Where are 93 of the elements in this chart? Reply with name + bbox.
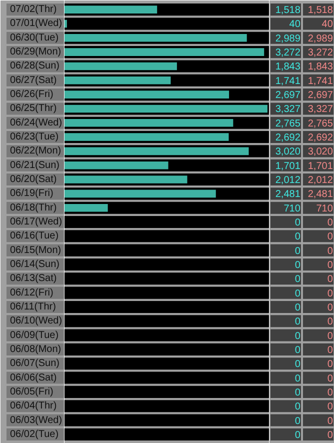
data-label: 0 bbox=[294, 402, 301, 413]
data-label: 2,012 bbox=[275, 175, 301, 186]
text: 40 bbox=[322, 19, 333, 30]
y-tick-label: 06/11(Thr) bbox=[10, 301, 56, 312]
data-label: 0 bbox=[294, 288, 301, 300]
data-label: 1,518 bbox=[275, 5, 301, 16]
y-tick-label: 06/04(Thr) bbox=[10, 400, 57, 412]
y-tick-label: 06/09(Tue) bbox=[10, 330, 59, 341]
y-tick-label: 06/16(Tue) bbox=[10, 230, 59, 242]
data-label: 0 bbox=[294, 274, 301, 286]
text: 0 bbox=[327, 232, 333, 243]
data-label: 0 bbox=[294, 387, 301, 398]
data-label: 0 bbox=[294, 302, 301, 314]
text: 0 bbox=[327, 344, 333, 356]
data-label: 3,327 bbox=[275, 104, 301, 116]
text: 0 bbox=[327, 359, 333, 370]
text: 0 bbox=[327, 387, 333, 398]
text: 0 bbox=[327, 316, 333, 328]
y-tick-label: 06/21(Sun) bbox=[10, 160, 60, 171]
text: 1,701 bbox=[308, 160, 333, 172]
y-tick-label: 06/24(Wed) bbox=[10, 117, 62, 128]
y-tick-label: 06/17(Wed) bbox=[10, 216, 62, 228]
data-label: 0 bbox=[294, 232, 301, 243]
y-tick-label: 06/07(Sun) bbox=[10, 358, 60, 370]
data-label: 0 bbox=[294, 218, 301, 228]
data-label: 1,843 bbox=[275, 62, 301, 73]
y-tick-label: 06/19(Fri) bbox=[10, 188, 54, 200]
text: 2,697 bbox=[308, 90, 333, 102]
y-tick-label: 06/10(Wed) bbox=[10, 316, 62, 327]
data-label: 2,697 bbox=[275, 90, 301, 102]
text: 2,692 bbox=[308, 132, 333, 144]
y-tick-label: 06/03(Wed) bbox=[10, 414, 62, 426]
y-tick-label: 07/02(Thr) bbox=[10, 4, 57, 16]
text: 1,843 bbox=[308, 62, 333, 73]
text: 0 bbox=[327, 373, 333, 384]
data-label: 0 bbox=[294, 330, 301, 342]
data-label: 1,741 bbox=[275, 76, 301, 87]
text: 0 bbox=[327, 302, 333, 314]
data-label: 2,765 bbox=[275, 118, 301, 130]
y-tick-label: 06/28(Sun) bbox=[10, 60, 60, 72]
text: 2,765 bbox=[308, 118, 333, 130]
data-label: 0 bbox=[294, 373, 301, 384]
y-tick-label: 06/22(Mon) bbox=[10, 146, 62, 157]
text: 1,741 bbox=[308, 76, 333, 87]
data-label: 1,701 bbox=[275, 160, 301, 172]
y-tick-label: 06/27(Sat) bbox=[10, 74, 57, 86]
data-label: 2,989 bbox=[275, 33, 301, 44]
y-tick-label: 06/05(Fri) bbox=[10, 386, 54, 398]
text: 3,020 bbox=[308, 146, 333, 158]
text: 2,012 bbox=[308, 175, 333, 186]
text: 710 bbox=[316, 203, 333, 214]
y-tick-label: 06/08(Mon) bbox=[10, 344, 62, 355]
text: 0 bbox=[327, 260, 333, 271]
text: 3,272 bbox=[308, 48, 333, 59]
y-tick-label: 06/26(Fri) bbox=[10, 89, 54, 100]
text: 0 bbox=[327, 402, 333, 413]
data-label: 3,272 bbox=[275, 48, 301, 59]
y-tick-label: 06/15(Mon) bbox=[10, 244, 62, 256]
data-label: 0 bbox=[294, 316, 301, 328]
text: 1,518 bbox=[308, 5, 333, 16]
y-tick-label: 06/14(Sun) bbox=[10, 258, 60, 270]
y-tick-label: 07/01(Wed) bbox=[10, 18, 62, 30]
y-tick-label: 06/25(Thr) bbox=[10, 103, 57, 114]
data-label: 0 bbox=[294, 416, 301, 427]
y-tick-label: 06/18(Thr) bbox=[10, 202, 57, 214]
text: 0 bbox=[327, 218, 333, 228]
text: 0 bbox=[327, 430, 333, 441]
text: 0 bbox=[327, 246, 333, 257]
data-label: 2,692 bbox=[275, 132, 301, 144]
y-tick-label: 06/30(Tue) bbox=[10, 32, 59, 44]
text: 0 bbox=[327, 274, 333, 286]
y-tick-label: 06/06(Sat) bbox=[10, 372, 57, 384]
data-label: 2,481 bbox=[275, 189, 301, 200]
data-label: 0 bbox=[294, 246, 301, 257]
data-label: 0 bbox=[294, 260, 301, 271]
data-label: 0 bbox=[294, 344, 301, 356]
text: 2,989 bbox=[308, 33, 333, 44]
text: 3,327 bbox=[308, 104, 333, 116]
y-tick-label: 06/13(Sat) bbox=[10, 273, 57, 284]
y-tick-label: 06/12(Fri) bbox=[10, 287, 54, 298]
y-tick-label: 06/20(Sat) bbox=[10, 174, 57, 186]
text: 0 bbox=[327, 330, 333, 342]
data-label: 40 bbox=[289, 19, 301, 30]
text: 2,481 bbox=[308, 189, 333, 200]
data-label: 3,020 bbox=[275, 146, 301, 158]
text: 0 bbox=[327, 288, 333, 300]
data-label: 710 bbox=[284, 203, 301, 214]
data-label: 0 bbox=[294, 430, 301, 441]
y-tick-label: 06/02(Tue) bbox=[10, 428, 59, 440]
data-label: 0 bbox=[294, 359, 301, 370]
y-tick-label: 06/23(Tue) bbox=[10, 132, 59, 143]
y-tick-label: 06/29(Mon) bbox=[10, 46, 62, 58]
text: 0 bbox=[327, 416, 333, 427]
